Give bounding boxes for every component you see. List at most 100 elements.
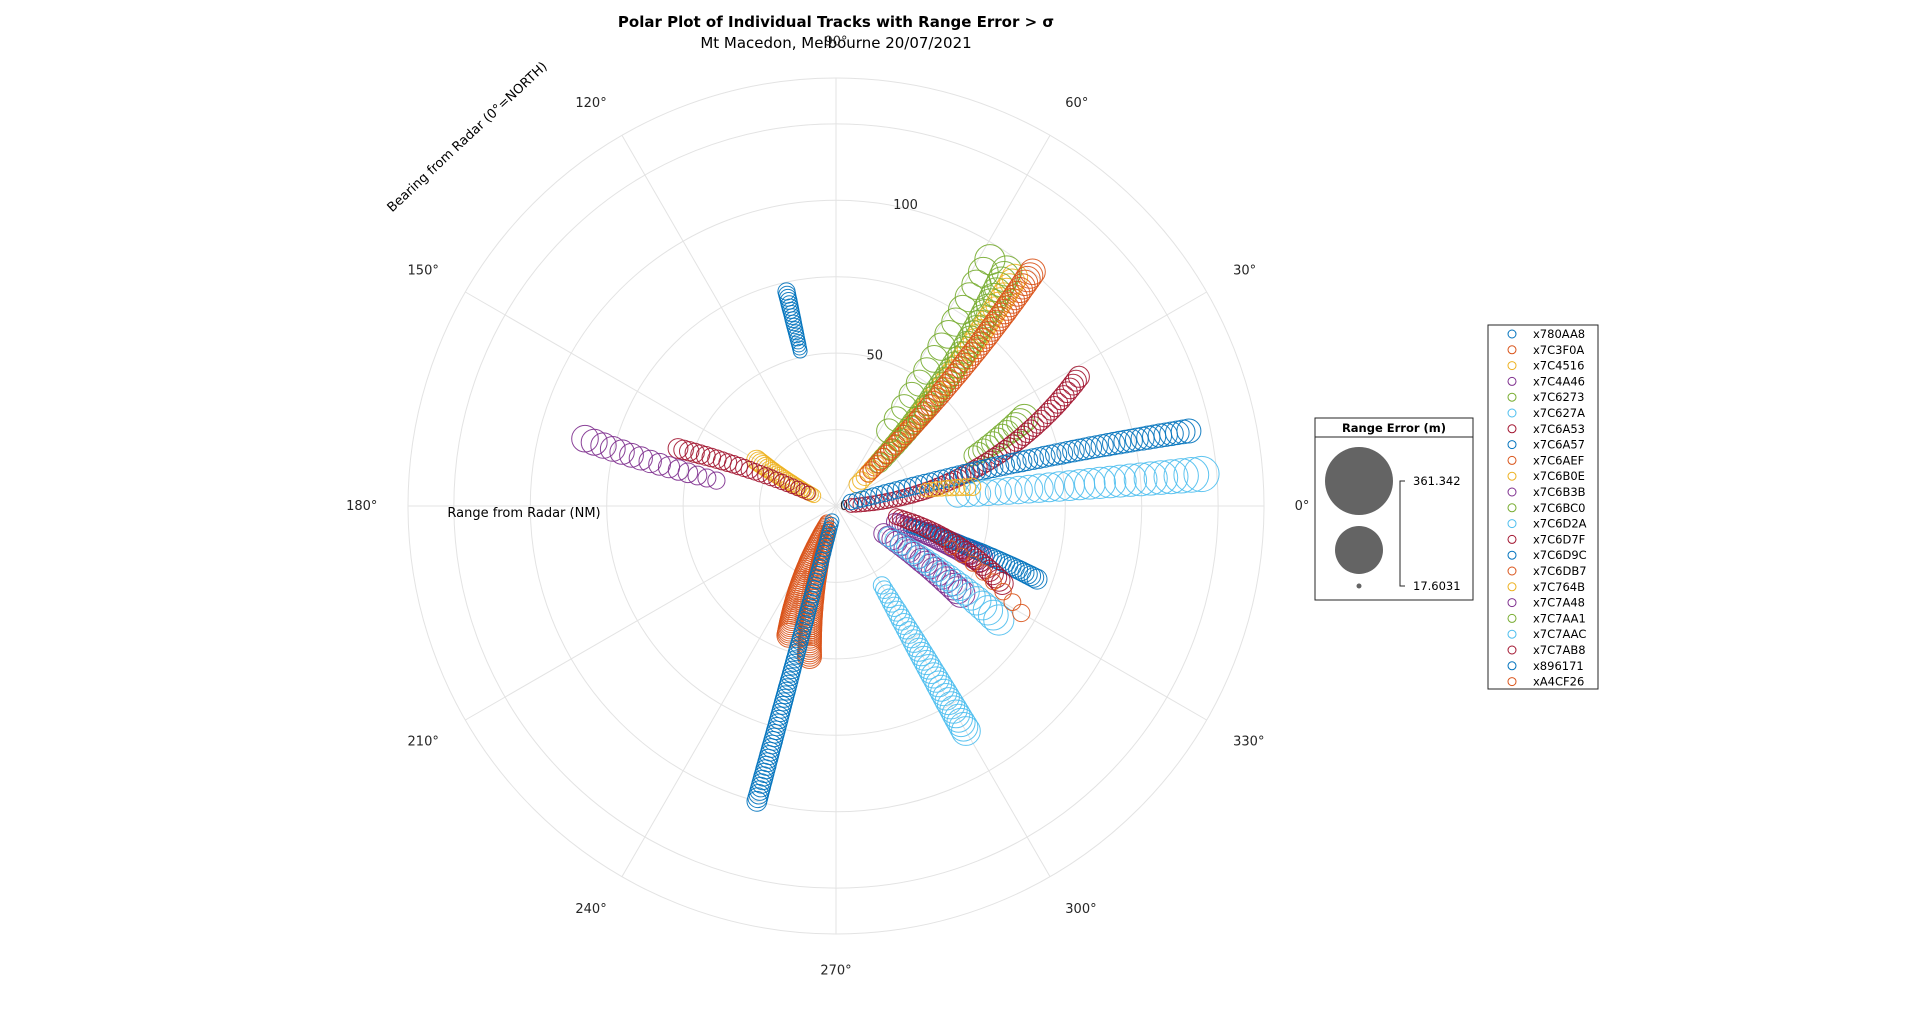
legend-label: xA4CF26 (1533, 675, 1584, 689)
data-point (938, 356, 966, 384)
data-point (1016, 262, 1044, 289)
data-point (990, 572, 1014, 595)
data-point (757, 752, 778, 773)
data-point (1103, 464, 1137, 498)
theta-axis-label: Bearing from Radar (0°=NORTH) (385, 59, 551, 215)
theta-tick-label: 330° (1233, 734, 1264, 749)
data-point (1014, 265, 1041, 293)
r-tick-label: 100 (893, 198, 918, 213)
legend-entry: x7C6A57 (1507, 438, 1585, 452)
data-point (974, 244, 1006, 276)
data-point (920, 662, 947, 689)
legend-label: x7C6AEF (1533, 453, 1584, 467)
data-point (986, 306, 1012, 332)
legend-entry: x7C6A53 (1507, 422, 1585, 436)
data-point (1044, 471, 1075, 502)
data-point (1023, 567, 1045, 588)
data-point (648, 452, 671, 476)
data-point (923, 666, 950, 693)
data-point (927, 674, 955, 702)
data-point (712, 451, 732, 471)
series-x7C6DB7 (859, 258, 1046, 483)
legend-entry: x7C6273 (1507, 390, 1584, 404)
data-point (778, 285, 797, 304)
chart-title: Polar Plot of Individual Tracks with Ran… (618, 13, 1054, 31)
data-point (848, 492, 865, 509)
legend-marker (1507, 376, 1517, 386)
data-point (928, 371, 955, 398)
data-point (1183, 455, 1220, 493)
polar-tick-labels: 0° 30° 60° 90° 120° 150° 180° 210° 240° 270° 300° 3… (346, 34, 1309, 978)
legend-marker (1507, 566, 1517, 576)
legend-marker (1507, 629, 1517, 639)
data-point (748, 783, 770, 805)
legend-marker (1507, 392, 1517, 402)
legend-label: x7C7A48 (1533, 596, 1585, 610)
series-x7C6D2A (945, 455, 1220, 508)
series-x7C6A53 (667, 438, 816, 501)
theta-tick-label: 30° (1233, 264, 1256, 279)
legend-entry: x7C7A48 (1507, 596, 1585, 610)
data-point (933, 527, 954, 548)
theta-tick-label: 240° (575, 902, 606, 917)
data-point (1133, 461, 1168, 496)
legend-label: x7C6B0E (1533, 469, 1585, 483)
legend-label: x7C6DB7 (1533, 564, 1587, 578)
theta-tick-label: 180° (346, 499, 377, 514)
data-point (999, 288, 1026, 314)
data-point (991, 255, 1023, 287)
data-point (976, 320, 1002, 346)
data-point (904, 633, 929, 658)
data-point (754, 762, 775, 784)
data-point (707, 449, 727, 469)
data-point (1003, 593, 1022, 611)
data-point (853, 490, 871, 508)
legend-entry: x7C7AAC (1507, 627, 1586, 641)
data-point (1019, 258, 1046, 286)
data-point (978, 559, 1001, 583)
data-point (762, 734, 782, 755)
data-point (760, 741, 781, 762)
data-point (755, 759, 776, 780)
data-point (973, 324, 999, 349)
polar-grid (407, 77, 1265, 935)
data-point (985, 573, 1002, 591)
data-point (964, 555, 981, 572)
data-point (1009, 273, 1036, 300)
data-point (975, 564, 992, 581)
data-point (951, 538, 973, 560)
data-point (580, 428, 608, 456)
data-point (966, 334, 991, 360)
legend-entry: x7C6BC0 (1507, 501, 1586, 515)
bearing-spoke (835, 135, 1051, 507)
legend-entry: x7C764B (1507, 580, 1585, 594)
legend-entry: x7C4A46 (1507, 374, 1585, 388)
legend-label: x7C7AB8 (1533, 643, 1586, 657)
data-point (987, 568, 1011, 592)
bubble-legend-min-label: 17.6031 (1413, 579, 1461, 593)
data-point (887, 481, 906, 500)
data-point (943, 540, 959, 556)
data-point (991, 298, 1018, 325)
data-point (842, 493, 860, 511)
data-point (729, 456, 748, 476)
bubble-legend-box (1314, 417, 1474, 601)
data-point (718, 453, 738, 473)
data-point (1004, 475, 1033, 505)
data-point (1006, 431, 1027, 452)
legend-marker (1507, 361, 1517, 371)
data-point (954, 547, 970, 564)
data-point (852, 471, 871, 490)
data-point (1013, 425, 1034, 446)
data-point (1017, 564, 1038, 585)
legend-label: x7C6BC0 (1533, 501, 1586, 515)
series-xA4CF26 (943, 540, 1031, 623)
data-point (918, 552, 944, 578)
data-point (667, 438, 689, 459)
data-point (971, 327, 996, 353)
data-point (960, 342, 985, 366)
data-point (902, 629, 926, 653)
data-point (923, 482, 940, 498)
data-point (946, 707, 976, 738)
